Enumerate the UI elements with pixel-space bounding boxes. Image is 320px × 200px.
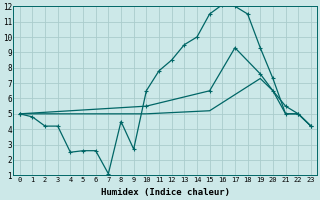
X-axis label: Humidex (Indice chaleur): Humidex (Indice chaleur)	[101, 188, 230, 197]
